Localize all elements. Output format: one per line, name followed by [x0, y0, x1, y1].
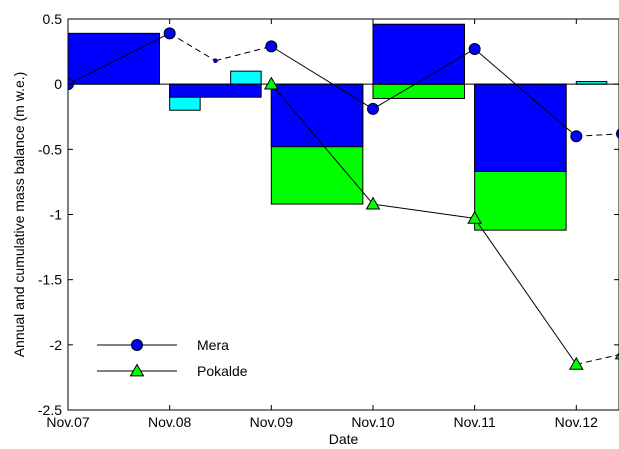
marker-pokalde-1 — [365, 196, 381, 210]
line-segment-pokalde-3 — [576, 354, 619, 365]
bar-mera-7 — [169, 83, 262, 98]
bars-layer — [68, 23, 608, 231]
y-tick-label-2: -0.5 — [38, 141, 62, 157]
marker-mera-6 — [570, 130, 583, 143]
line-segment-mera-6 — [576, 133, 619, 137]
line-segment-mera-4 — [372, 48, 475, 110]
marker-mera-4 — [366, 102, 379, 115]
legend: Mera Pokalde — [97, 337, 248, 379]
series-lines-layer — [68, 32, 619, 365]
x-tick-label-2: Nov.09 — [250, 414, 294, 430]
bar-partial-4 — [230, 70, 262, 85]
legend-label-mera: Mera — [197, 337, 229, 353]
bar-pokalde-1 — [372, 83, 465, 100]
marker-pokalde-4 — [614, 351, 619, 360]
marker-pokalde-2 — [467, 210, 483, 224]
marker-mera-5 — [468, 42, 481, 55]
line-segment-pokalde-1 — [372, 203, 475, 219]
y-axis-ticks: 0.5 0 -0.5 -1 -1.5 -2 -2.5 — [38, 11, 619, 418]
marker-mera-1 — [163, 27, 176, 40]
marker-pokalde-3 — [568, 356, 584, 370]
line-segment-mera-1 — [169, 32, 216, 62]
line-segment-mera-2 — [215, 45, 272, 62]
bar-mera-6 — [68, 32, 160, 85]
y-axis-label: Annual and cumulative mass balance (m w.… — [11, 72, 27, 358]
y-tick-label-5: -2 — [50, 337, 63, 353]
bar-mera-10 — [474, 83, 567, 172]
legend-marker-pokalde — [129, 363, 145, 377]
x-axis-ticks: Nov.07 Nov.08 Nov.09 Nov.10 Nov.11 Nov.12 — [46, 19, 598, 430]
line-segment-pokalde-0 — [270, 83, 374, 205]
y-tick-label-3: -1 — [50, 207, 63, 223]
x-tick-label-3: Nov.10 — [351, 414, 395, 430]
legend-label-pokalde: Pokalde — [197, 363, 248, 379]
y-tick-label-4: -1.5 — [38, 272, 62, 288]
y-tick-label-6: -2.5 — [38, 402, 62, 418]
x-tick-label-4: Nov.11 — [454, 414, 496, 430]
x-tick-label-5: Nov.12 — [555, 414, 599, 430]
y-tick-label-1: 0 — [54, 76, 62, 92]
line-segment-mera-3 — [271, 45, 374, 110]
marker-mera-2 — [213, 58, 218, 64]
y-tick-label-0: 0.5 — [43, 11, 63, 27]
bar-mera-8 — [270, 83, 364, 148]
legend-marker-mera — [131, 339, 143, 351]
series-markers-layer — [68, 27, 619, 370]
marker-mera-3 — [265, 40, 278, 53]
line-segment-mera-5 — [474, 48, 577, 137]
line-segment-mera-0 — [68, 32, 170, 85]
marker-pokalde-0 — [263, 76, 279, 90]
line-segment-pokalde-2 — [474, 218, 577, 365]
x-tick-label-0: Nov.07 — [46, 414, 90, 430]
bar-mera-9 — [372, 23, 465, 85]
x-axis-label: Date — [329, 431, 359, 447]
x-tick-label-1: Nov.08 — [148, 414, 192, 430]
marker-mera-7 — [616, 128, 619, 139]
